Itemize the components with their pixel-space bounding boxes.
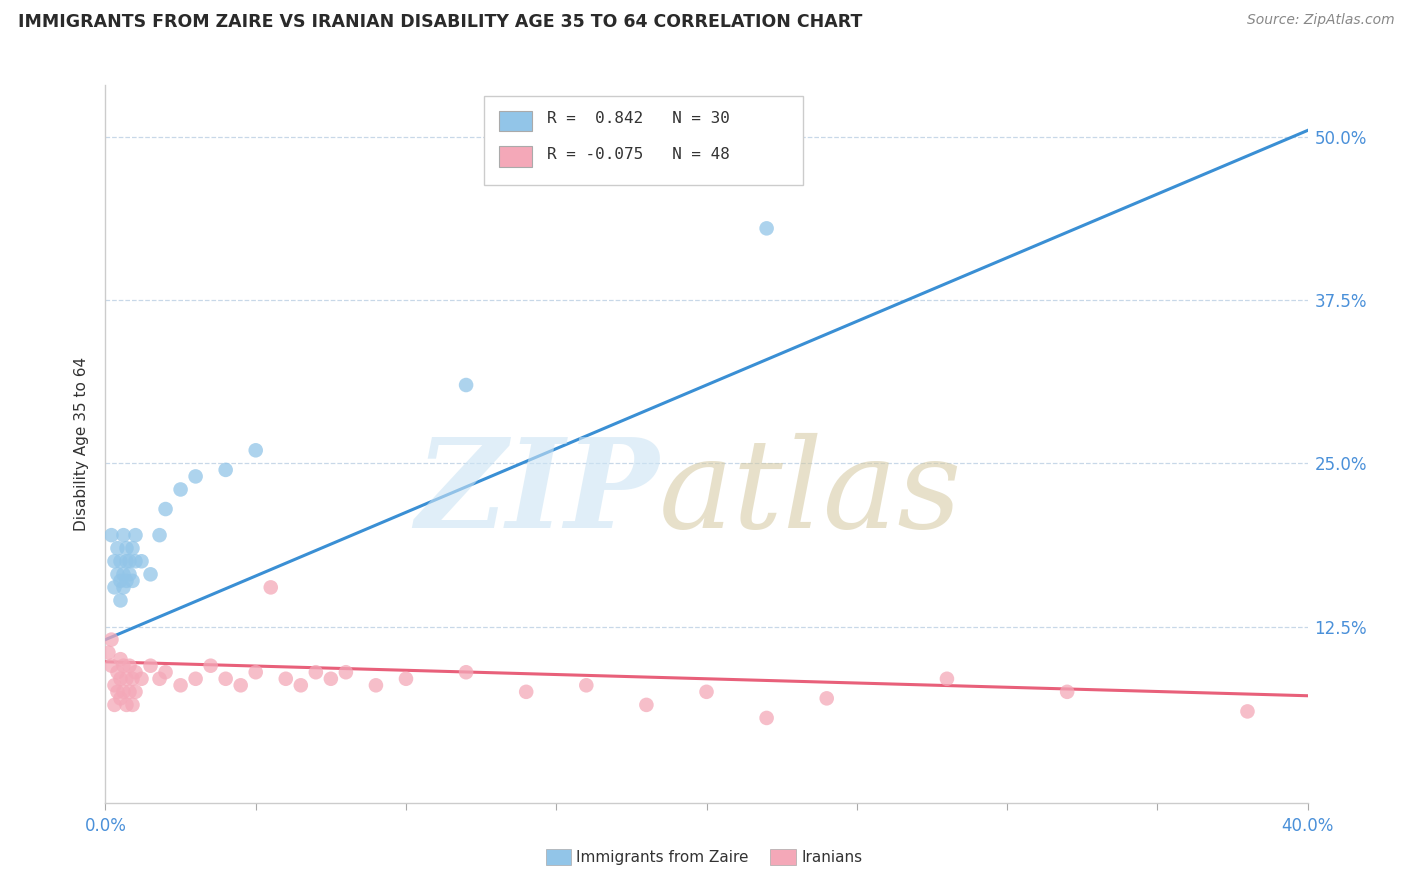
Point	[214, 463, 236, 477]
Point	[112, 581, 135, 595]
Point	[696, 685, 718, 699]
Point	[118, 554, 141, 568]
Text: R = -0.075   N = 48: R = -0.075 N = 48	[547, 147, 730, 162]
Point	[184, 672, 207, 686]
Point	[115, 672, 138, 686]
Point	[121, 672, 143, 686]
Point	[139, 567, 162, 582]
Point	[112, 685, 135, 699]
Point	[115, 541, 138, 556]
Point	[260, 581, 283, 595]
Point	[112, 567, 135, 582]
Point	[139, 658, 162, 673]
Point	[148, 528, 170, 542]
Point	[103, 581, 125, 595]
Point	[290, 678, 312, 692]
Point	[245, 443, 267, 458]
Point	[131, 554, 153, 568]
Point	[110, 554, 132, 568]
Point	[100, 528, 122, 542]
Point	[118, 567, 141, 582]
Point	[815, 691, 838, 706]
Point	[124, 685, 146, 699]
Text: R =  0.842   N = 30: R = 0.842 N = 30	[547, 112, 730, 126]
Text: ZIP: ZIP	[415, 434, 658, 555]
FancyBboxPatch shape	[499, 111, 533, 131]
Point	[107, 665, 129, 680]
Point	[148, 672, 170, 686]
Point	[319, 672, 342, 686]
Point	[103, 678, 125, 692]
Point	[229, 678, 252, 692]
Point	[124, 554, 146, 568]
Point	[118, 658, 141, 673]
Point	[121, 698, 143, 712]
Point	[1236, 705, 1258, 719]
Point	[121, 574, 143, 588]
Text: Iranians: Iranians	[801, 850, 862, 864]
Point	[305, 665, 328, 680]
Point	[107, 567, 129, 582]
Point	[124, 665, 146, 680]
Point	[110, 672, 132, 686]
Point	[936, 672, 959, 686]
Point	[155, 665, 177, 680]
Point	[454, 665, 477, 680]
Point	[454, 378, 477, 392]
Point	[636, 698, 658, 712]
Point	[100, 632, 122, 647]
Y-axis label: Disability Age 35 to 64: Disability Age 35 to 64	[75, 357, 90, 531]
Point	[575, 678, 598, 692]
Point	[395, 672, 418, 686]
Point	[107, 685, 129, 699]
Point	[97, 646, 120, 660]
Point	[115, 554, 138, 568]
Point	[200, 658, 222, 673]
Point	[103, 698, 125, 712]
Point	[169, 678, 191, 692]
Point	[364, 678, 387, 692]
Text: IMMIGRANTS FROM ZAIRE VS IRANIAN DISABILITY AGE 35 TO 64 CORRELATION CHART: IMMIGRANTS FROM ZAIRE VS IRANIAN DISABIL…	[18, 13, 863, 31]
Point	[115, 574, 138, 588]
Point	[335, 665, 357, 680]
Point	[755, 221, 778, 235]
Point	[1056, 685, 1078, 699]
Point	[155, 502, 177, 516]
Text: Source: ZipAtlas.com: Source: ZipAtlas.com	[1247, 13, 1395, 28]
Point	[245, 665, 267, 680]
Point	[131, 672, 153, 686]
Point	[115, 698, 138, 712]
Point	[274, 672, 297, 686]
FancyBboxPatch shape	[484, 95, 803, 186]
Point	[110, 691, 132, 706]
Point	[100, 658, 122, 673]
Point	[121, 541, 143, 556]
FancyBboxPatch shape	[499, 146, 533, 167]
Point	[110, 593, 132, 607]
Text: atlas: atlas	[658, 434, 962, 555]
Point	[214, 672, 236, 686]
Point	[112, 528, 135, 542]
Point	[107, 541, 129, 556]
Point	[118, 685, 141, 699]
Point	[755, 711, 778, 725]
Point	[110, 652, 132, 666]
Point	[184, 469, 207, 483]
Text: Immigrants from Zaire: Immigrants from Zaire	[576, 850, 749, 864]
Point	[112, 658, 135, 673]
Point	[169, 483, 191, 497]
Point	[110, 574, 132, 588]
Point	[103, 554, 125, 568]
Point	[124, 528, 146, 542]
Point	[515, 685, 537, 699]
